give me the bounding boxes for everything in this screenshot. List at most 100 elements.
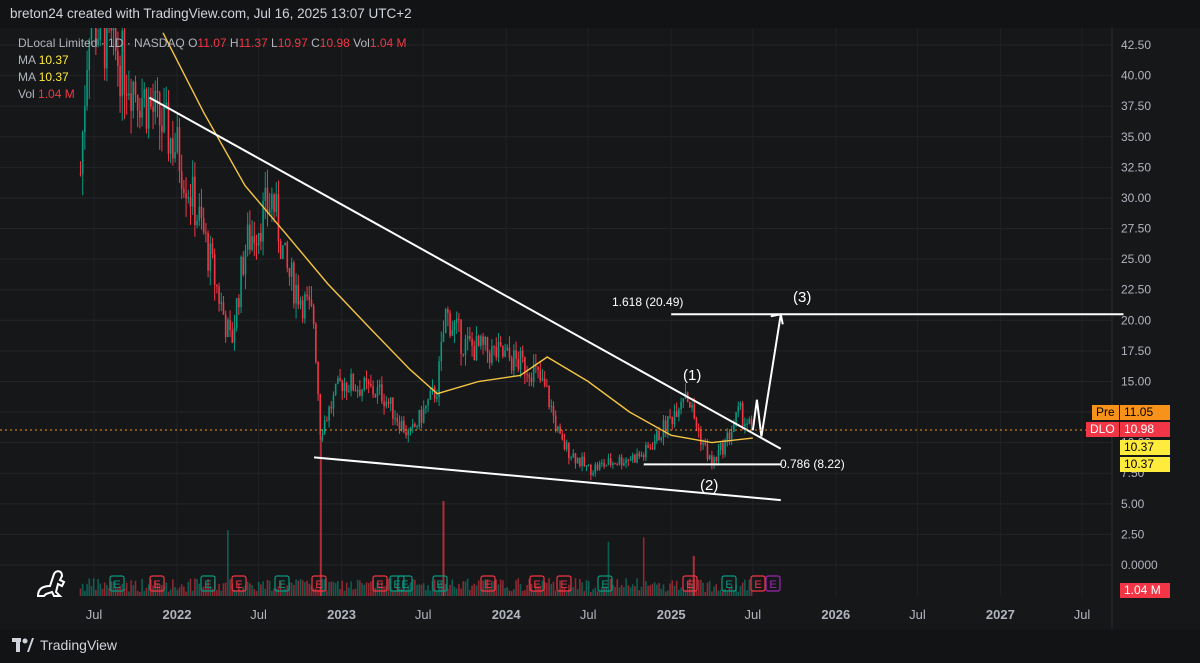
y-tick-label: 42.50 <box>1121 38 1151 52</box>
candle-body <box>682 398 685 402</box>
volume-bar <box>198 583 201 596</box>
earnings-marker[interactable] <box>200 575 216 592</box>
candle-body <box>176 127 179 153</box>
candle-body <box>356 389 359 392</box>
volume-bar <box>495 579 498 596</box>
volume-bar <box>513 589 515 596</box>
candle-body <box>543 378 546 386</box>
earnings-marker[interactable] <box>389 575 405 592</box>
earnings-marker[interactable] <box>556 575 572 592</box>
upper-trendline[interactable] <box>148 96 782 450</box>
pre-market-label-tag: Pre <box>1092 405 1119 420</box>
candle-body <box>99 28 102 40</box>
candle-body <box>477 335 480 346</box>
earnings-marker[interactable] <box>597 575 613 592</box>
volume-bar <box>680 587 682 596</box>
candle-body <box>642 455 645 458</box>
candle-body <box>667 416 669 433</box>
candle-body <box>466 336 469 339</box>
volume-bar <box>246 581 249 596</box>
volume-bar <box>750 589 753 596</box>
header-title: breton24 created with TradingView.com, J… <box>10 6 412 21</box>
earnings-marker[interactable] <box>397 575 413 592</box>
candle-body <box>640 455 643 457</box>
candle-body <box>645 445 647 458</box>
volume-bar <box>673 585 676 596</box>
candle-body <box>609 458 612 466</box>
earnings-marker[interactable] <box>274 575 290 592</box>
volume-bar <box>741 582 744 596</box>
price-chart[interactable]: 42.50 40.00 37.50 35.00 32.50 30.00 27.50 25.00… <box>0 28 1200 628</box>
volume-bar <box>568 584 570 596</box>
wave-projection-path[interactable] <box>751 314 782 437</box>
lower-trendline[interactable] <box>313 456 781 502</box>
earnings-marker[interactable] <box>765 575 781 592</box>
earnings-marker[interactable] <box>682 575 698 592</box>
volume-bar <box>249 583 251 596</box>
volume-bar <box>275 588 278 596</box>
candle-body <box>585 465 588 467</box>
candle-body <box>612 463 614 466</box>
candle-body <box>574 453 577 464</box>
volume-bar <box>409 582 412 596</box>
volume-bar <box>334 583 337 596</box>
candle-body <box>475 335 478 361</box>
volume-bar <box>354 588 357 596</box>
dinosaur-icon[interactable] <box>34 568 68 600</box>
volume-bar <box>295 579 297 596</box>
earnings-marker[interactable] <box>480 575 496 592</box>
earnings-marker[interactable] <box>750 575 766 592</box>
volume-bar <box>653 582 656 596</box>
volume-bar <box>136 590 139 596</box>
volume-bar <box>156 583 159 596</box>
candle-body <box>328 406 330 421</box>
earnings-marker[interactable] <box>311 575 327 592</box>
y-tick-label: 32.50 <box>1121 160 1151 174</box>
candle-body <box>185 192 187 199</box>
earnings-marker[interactable] <box>149 575 165 592</box>
chart-area[interactable]: 42.50 40.00 37.50 35.00 32.50 30.00 27.50 25.00… <box>0 28 1200 628</box>
volume-bar <box>521 590 524 596</box>
volume-bar <box>623 587 625 596</box>
candle-body <box>728 432 731 440</box>
volume-bar <box>480 589 482 596</box>
candle-body <box>277 194 280 242</box>
candle-body <box>469 336 471 339</box>
earnings-marker-label: E <box>754 579 761 591</box>
volume-bar <box>656 584 658 596</box>
candle-body <box>150 98 152 107</box>
candle-body <box>497 341 500 358</box>
volume-bar <box>172 579 174 596</box>
volume-bar <box>715 584 718 596</box>
earnings-marker[interactable] <box>529 575 545 592</box>
volume-bar <box>323 579 326 596</box>
candle-body <box>315 323 317 362</box>
volume-bar <box>90 586 93 596</box>
earnings-marker-label: E <box>725 579 732 591</box>
volume-bar <box>460 588 462 596</box>
brand[interactable]: TradingView <box>12 637 117 653</box>
candle-body <box>163 105 165 133</box>
volume-bar <box>128 591 130 596</box>
candle-body <box>180 171 183 189</box>
volume-bar <box>422 583 425 596</box>
earnings-marker[interactable] <box>372 575 388 592</box>
volume-bar <box>88 578 91 596</box>
volume-tag: 1.04 M <box>1120 583 1170 598</box>
volume-bar <box>306 580 308 596</box>
earnings-marker[interactable] <box>231 575 247 592</box>
volume-bar <box>574 578 577 596</box>
earnings-marker[interactable] <box>432 575 448 592</box>
earnings-marker[interactable] <box>721 575 737 592</box>
volume-bar <box>464 581 467 596</box>
earnings-marker[interactable] <box>109 575 125 592</box>
candle-body <box>220 302 223 304</box>
candle-body <box>301 300 304 319</box>
volume-bar <box>367 583 370 596</box>
volume-bar <box>260 584 262 596</box>
candle-body <box>238 298 240 308</box>
candle-body <box>499 341 502 346</box>
volume-bar <box>528 578 531 596</box>
header-bar: breton24 created with TradingView.com, J… <box>0 0 1200 28</box>
candle-body <box>97 39 99 46</box>
